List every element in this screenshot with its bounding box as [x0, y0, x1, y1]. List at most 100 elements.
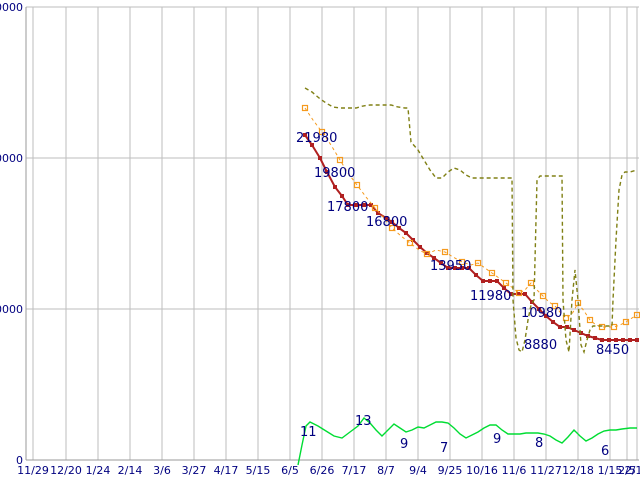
- data-value-label: 19800: [314, 166, 355, 181]
- data-point-marker: [406, 239, 414, 247]
- y-tick-label: 20000: [0, 152, 23, 165]
- data-point-marker: [362, 203, 366, 207]
- y-axis-tick-labels: 0 10000 20000 30000: [0, 1, 23, 467]
- x-tick-label: 12/20: [50, 464, 82, 477]
- data-value-label: 13: [355, 414, 372, 429]
- data-point-marker: [516, 292, 520, 296]
- y-tick-label: 10000: [0, 303, 23, 316]
- data-point-marker: [502, 279, 510, 287]
- data-point-marker: [488, 269, 496, 277]
- data-point-marker: [515, 289, 523, 297]
- data-series-group: [297, 87, 640, 466]
- y-tick-label: 30000: [0, 1, 23, 14]
- data-point-marker: [502, 286, 506, 290]
- data-point-marker: [446, 266, 450, 270]
- data-point-marker: [441, 248, 449, 256]
- data-point-marker: [384, 216, 388, 220]
- x-axis-tick-labels: 11/29 12/20 1/24 2/14 3/6 3/27 4/17 5/15 6/5 6/26…: [17, 464, 640, 477]
- data-point-marker: [397, 226, 401, 230]
- series-line-price-tertiary: [304, 87, 638, 355]
- data-point-marker: [509, 292, 513, 296]
- data-value-label: 16800: [366, 215, 407, 230]
- data-point-marker: [439, 261, 443, 265]
- data-point-marker: [586, 316, 594, 324]
- data-point-marker: [318, 128, 326, 136]
- data-point-marker: [371, 204, 379, 212]
- data-point-marker: [614, 338, 618, 342]
- data-point-marker: [628, 338, 632, 342]
- x-tick-label: 2/12: [625, 464, 640, 477]
- x-tick-label: 5/15: [246, 464, 271, 477]
- data-value-label: 10980: [521, 306, 562, 321]
- vertical-gridlines: [32, 7, 638, 460]
- x-tick-label: 2/5: [618, 464, 636, 477]
- data-point-marker: [369, 203, 373, 207]
- data-point-marker: [551, 320, 555, 324]
- data-point-marker: [539, 292, 547, 300]
- data-point-marker: [621, 338, 625, 342]
- data-point-marker: [610, 323, 618, 331]
- data-point-marker: [418, 245, 422, 249]
- data-point-marker: [635, 338, 639, 342]
- data-point-marker: [336, 156, 344, 164]
- data-point-marker: [325, 170, 329, 174]
- data-point-marker: [425, 251, 429, 255]
- data-value-label: 21980: [296, 131, 337, 146]
- data-point-marker: [537, 307, 541, 311]
- horizontal-gridlines: [26, 6, 639, 310]
- data-point-marker: [340, 194, 344, 198]
- data-point-marker: [474, 273, 478, 277]
- data-point-marker: [376, 211, 380, 215]
- x-tick-label: 8/7: [377, 464, 395, 477]
- x-tick-label: 1/24: [86, 464, 111, 477]
- data-value-label: 9: [400, 437, 408, 452]
- data-point-marker: [558, 325, 562, 329]
- x-tick-label: 3/6: [153, 464, 171, 477]
- data-point-marker: [310, 143, 314, 147]
- data-point-marker: [354, 203, 358, 207]
- data-point-marker: [303, 133, 307, 137]
- data-point-marker: [565, 325, 569, 329]
- x-tick-label: 10/16: [466, 464, 498, 477]
- data-point-marker: [579, 331, 583, 335]
- series-line-volume-green: [297, 416, 637, 466]
- x-tick-label: 6/26: [310, 464, 335, 477]
- data-value-label: 8880: [524, 338, 557, 353]
- data-point-marker: [495, 279, 499, 283]
- x-tick-label: 3/27: [182, 464, 207, 477]
- data-point-marker: [432, 256, 436, 260]
- data-point-marker: [353, 181, 361, 189]
- data-point-marker: [527, 279, 535, 287]
- x-tick-label: 11/27: [530, 464, 562, 477]
- x-tick-label: 9/25: [438, 464, 463, 477]
- chart-axes: [25, 7, 639, 461]
- data-point-marker: [593, 336, 597, 340]
- data-point-marker: [607, 338, 611, 342]
- data-value-label: 9: [493, 432, 501, 447]
- data-point-marker: [388, 224, 396, 232]
- data-point-marker: [572, 328, 576, 332]
- data-point-marker: [404, 231, 408, 235]
- data-point-marker: [460, 266, 464, 270]
- data-point-marker: [390, 220, 394, 224]
- data-point-marker: [423, 250, 431, 258]
- data-point-marker: [600, 338, 604, 342]
- data-point-marker: [488, 279, 492, 283]
- x-tick-label: 7/17: [342, 464, 367, 477]
- data-point-marker: [523, 292, 527, 296]
- data-value-label: 11: [300, 425, 317, 440]
- data-point-marker: [301, 104, 309, 112]
- data-point-marker: [586, 334, 590, 338]
- data-point-marker: [318, 156, 322, 160]
- x-tick-label: 2/14: [118, 464, 143, 477]
- data-point-marker: [562, 314, 570, 322]
- data-point-marker: [467, 266, 471, 270]
- data-point-marker: [551, 302, 559, 310]
- data-value-label: 8450: [596, 343, 629, 358]
- y-tick-label: 0: [16, 454, 23, 467]
- data-value-label: 7: [440, 441, 448, 456]
